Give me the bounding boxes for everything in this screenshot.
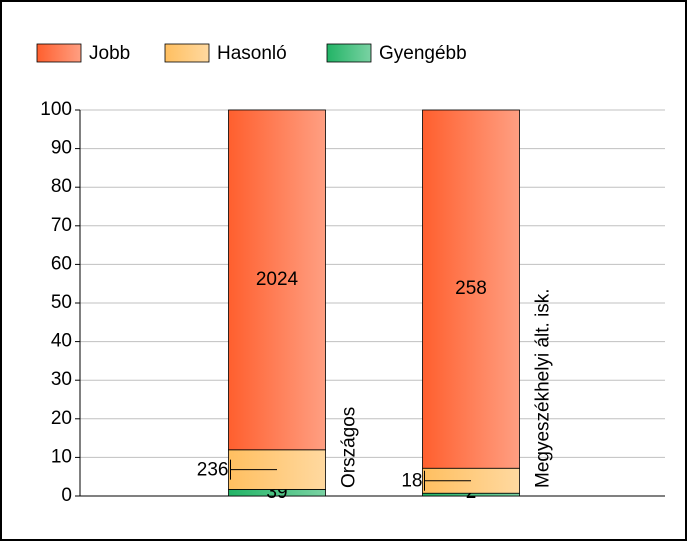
legend-swatch [164, 43, 210, 63]
bar-segment [422, 109, 520, 469]
y-tick-label: 80 [51, 176, 72, 197]
legend-label: Jobb [89, 43, 130, 64]
data-label: 18 [401, 471, 422, 492]
bar-segment [228, 109, 326, 451]
y-tick-label: 100 [40, 99, 72, 120]
x-tick-label: Megyeszékhelyi ált. isk. [533, 288, 554, 488]
legend-label: Gyengébb [379, 43, 467, 64]
legend-label: Hasonló [217, 43, 287, 64]
y-tick-label: 0 [61, 485, 72, 506]
data-label: 2024 [256, 269, 299, 290]
y-tick-label: 50 [51, 292, 72, 313]
legend-swatch [326, 43, 372, 63]
y-tick-label: 20 [51, 408, 72, 429]
y-tick-label: 40 [51, 331, 72, 352]
y-tick-label: 10 [51, 446, 72, 467]
x-tick-label: Országos [339, 407, 360, 488]
data-label: 258 [455, 278, 487, 299]
y-tick-label: 70 [51, 215, 72, 236]
y-tick-label: 60 [51, 253, 72, 274]
y-tick-label: 90 [51, 138, 72, 159]
y-tick-label: 30 [51, 369, 72, 390]
data-label: 236 [197, 460, 229, 481]
legend-swatch [36, 43, 82, 63]
